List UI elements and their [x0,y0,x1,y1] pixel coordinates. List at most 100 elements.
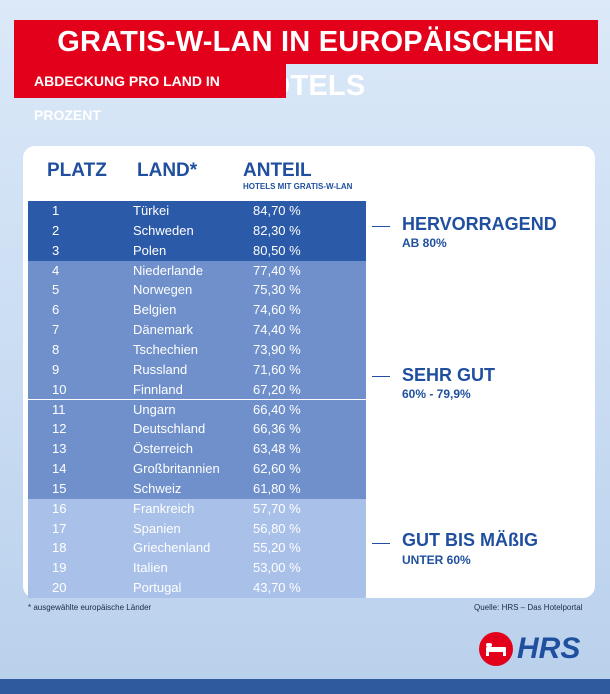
rank-cell: 2 [52,222,60,238]
country-cell: Dänemark [133,322,193,338]
table-row: 1 Türkei 84,70 % [28,201,366,221]
table-row: 9 Russland 71,60 % [28,359,366,380]
value-cell: 43,70 % [253,580,301,596]
country-cell: Griechenland [133,540,211,556]
header-land: LAND* [137,160,198,181]
header-anteil: ANTEIL [243,160,312,181]
rank-cell: 20 [52,580,67,596]
table-row: 15 Schweiz 61,80 % [28,478,366,499]
country-cell: Polen [133,242,167,258]
rank-cell: 12 [52,421,67,437]
table-row: 10 Finnland 67,20 % [28,379,366,400]
main-title: GRATIS-W-LAN IN EUROPÄISCHEN HOTELS [14,20,598,102]
rank-cell: 17 [52,520,67,536]
country-cell: Österreich [133,441,193,457]
country-cell: Finnland [133,381,183,397]
rank-cell: 19 [52,560,67,576]
country-cell: Frankreich [133,500,195,516]
table-row: 4 Niederlande 77,40 % [28,260,366,281]
country-cell: Italien [133,560,168,576]
ranking-table: 1 Türkei 84,70 % 2 Schweden 82,30 % 3 Polen 80,5… [28,201,366,598]
source-note: Quelle: HRS – Das Hotelportal [474,603,583,612]
table-row: 12 Deutschland 66,36 % [28,419,366,440]
value-cell: 84,70 % [253,203,301,218]
category-range-sehr-gut: 60% - 79,9% [402,387,471,401]
country-cell: Schweden [133,222,194,238]
header-rank: PLATZ [47,160,107,181]
value-cell: 67,20 % [253,381,301,397]
rank-cell: 15 [52,480,67,496]
value-cell: 80,50 % [253,242,301,258]
value-cell: 73,90 % [253,341,301,357]
table-row: 14 Großbritannien 62,60 % [28,459,366,479]
rank-cell: 6 [52,302,60,318]
rank-cell: 13 [52,441,67,457]
value-cell: 57,70 % [253,500,301,516]
rank-cell: 1 [52,203,60,218]
rank-cell: 10 [52,381,67,397]
value-cell: 61,80 % [253,480,301,496]
rank-cell: 18 [52,540,67,556]
header-anteil-sub: HOTELS MIT GRATIS-W-LAN [243,182,353,191]
rank-cell: 14 [52,461,67,477]
table-row: 13 Österreich 63,48 % [28,439,366,460]
country-cell: Belgien [133,302,177,318]
country-cell: Portugal [133,580,182,596]
table-row: 6 Belgien 74,60 % [28,300,366,321]
rank-cell: 3 [52,242,60,258]
rank-cell: 8 [52,341,60,357]
country-cell: Spanien [133,520,181,536]
value-cell: 56,80 % [253,520,301,536]
country-cell: Russland [133,361,188,377]
table-row: 5 Norwegen 75,30 % [28,280,366,301]
table-row: 18 Griechenland 55,20 % [28,538,366,559]
rank-cell: 5 [52,282,60,298]
table-row: 16 Frankreich 57,70 % [28,498,366,519]
value-cell: 74,40 % [253,322,301,338]
value-cell: 55,20 % [253,540,301,556]
value-cell: 53,00 % [253,560,301,576]
category-range-hervorragend: AB 80% [402,236,447,250]
country-cell: Großbritannien [133,461,220,477]
country-cell: Schweiz [133,480,182,496]
footnote: * ausgewählte europäische Länder [28,603,152,612]
table-row: 17 Spanien 56,80 % [28,518,366,539]
table-row: 20 Portugal 43,70 % [28,578,366,598]
rank-cell: 9 [52,361,60,377]
value-cell: 66,40 % [253,401,301,417]
footer-bar [0,679,610,694]
country-cell: Deutschland [133,421,206,437]
table-row: 7 Dänemark 74,40 % [28,320,366,340]
category-range-gut-bis-massig: UNTER 60% [402,553,471,567]
country-cell: Niederlande [133,262,204,278]
value-cell: 74,60 % [253,302,301,318]
rank-cell: 4 [52,262,60,278]
subtitle: ABDECKUNG PRO LAND IN PROZENT [14,64,286,123]
category-name-gut-bis-massig: GUT BIS MÄßIG [402,530,538,550]
hrs-bed-icon [479,632,513,666]
value-cell: 82,30 % [253,222,301,238]
hrs-logo-text: HRS [517,632,581,665]
hrs-logo: HRS [477,630,595,668]
rank-cell: 11 [52,401,66,417]
category-connector-line [372,226,390,227]
category-connector-line [372,376,390,377]
category-name-hervorragend: HERVORRAGEND [402,214,557,234]
value-cell: 77,40 % [253,262,301,278]
country-cell: Tschechien [133,341,199,357]
rank-cell: 16 [52,500,67,516]
category-name-sehr-gut: SEHR GUT [402,365,496,385]
table-row: 2 Schweden 82,30 % [28,220,366,241]
table-row: 3 Polen 80,50 % [28,240,366,261]
value-cell: 75,30 % [253,282,301,298]
country-cell: Norwegen [133,282,193,298]
table-row: 19 Italien 53,00 % [28,558,366,579]
rank-cell: 7 [52,322,60,338]
value-cell: 62,60 % [253,461,301,477]
category-connector-line [372,543,390,544]
country-cell: Türkei [133,203,170,218]
table-row: 11 Ungarn 66,40 % [28,399,366,420]
value-cell: 66,36 % [253,421,301,437]
country-cell: Ungarn [133,401,176,417]
table-row: 8 Tschechien 73,90 % [28,339,366,360]
